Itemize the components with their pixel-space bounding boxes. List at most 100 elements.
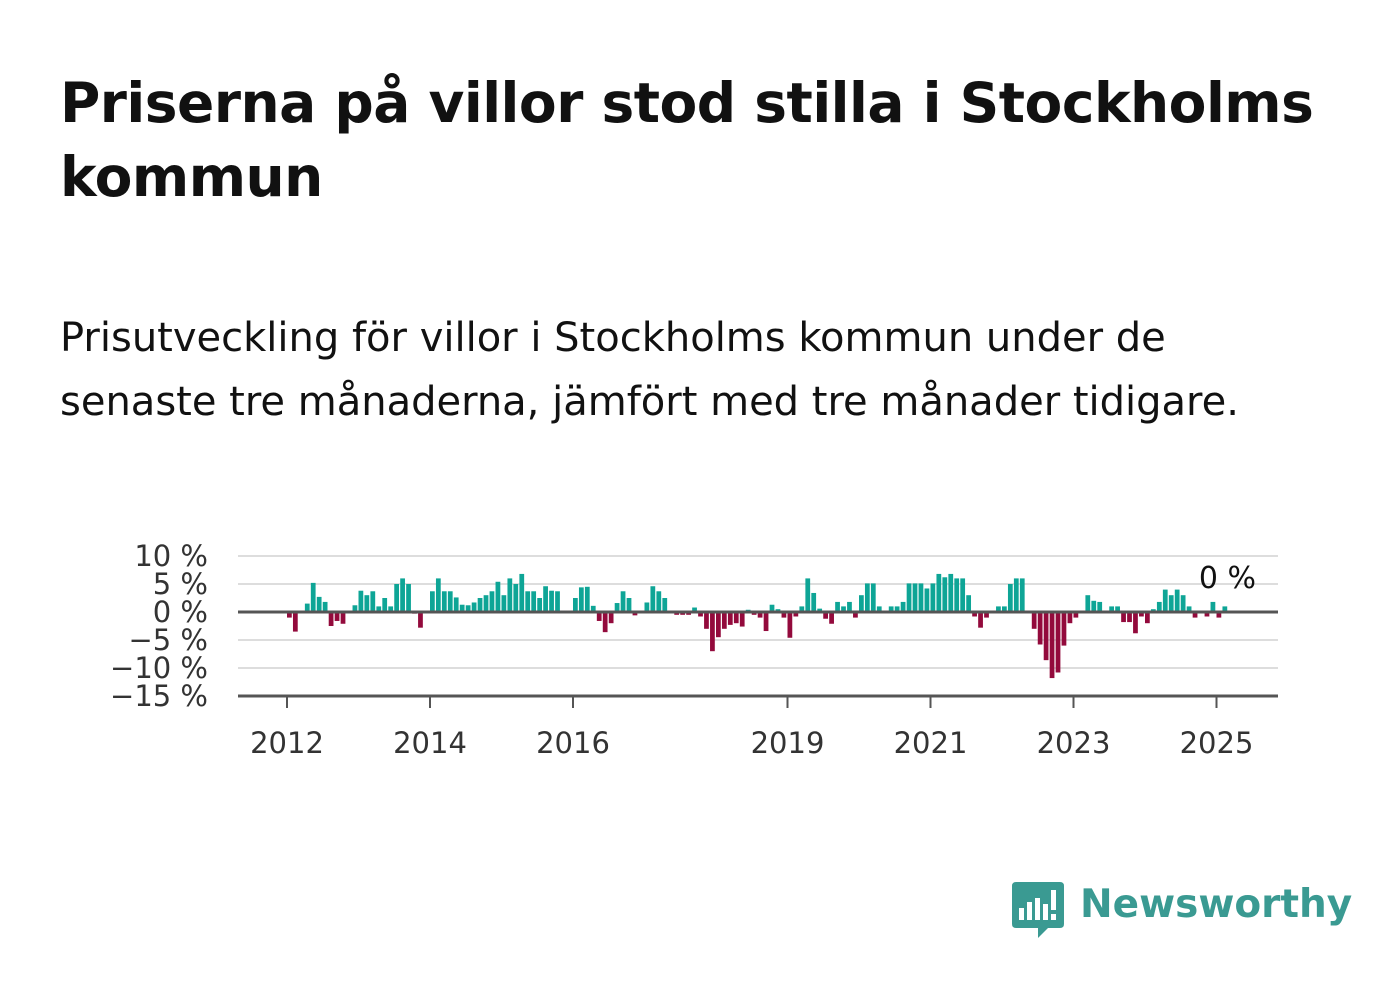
bar: [1156, 601, 1162, 612]
bar: [1091, 600, 1097, 612]
last-value-label: 0 %: [1199, 561, 1256, 596]
bar: [864, 583, 870, 612]
axes: [238, 610, 1278, 698]
bar: [519, 573, 525, 612]
y-tick-label: −10 %: [110, 651, 208, 685]
bar: [1121, 612, 1126, 623]
bar: [924, 588, 930, 612]
bar: [823, 612, 829, 619]
bar: [340, 612, 346, 624]
bar: [292, 612, 298, 632]
bar: [757, 612, 763, 618]
x-tick-label: 2016: [536, 726, 610, 760]
bar: [894, 606, 900, 612]
bar: [352, 605, 358, 612]
bar: [817, 608, 823, 612]
bar: [1174, 589, 1180, 612]
bar: [721, 612, 727, 629]
bar: [1204, 612, 1210, 617]
bar: [1139, 612, 1144, 617]
y-tick-label: −15 %: [110, 679, 208, 713]
x-tick-label: 2023: [1037, 726, 1111, 760]
bar: [322, 601, 328, 612]
bar: [596, 612, 602, 621]
bar: [710, 612, 715, 652]
bar: [1002, 606, 1007, 612]
bar: [1180, 595, 1186, 612]
bar: [787, 612, 793, 638]
bar: [716, 612, 721, 638]
bar: [453, 597, 459, 612]
bar: [334, 612, 340, 621]
bar: [459, 604, 465, 612]
bar: [698, 612, 703, 617]
bar: [847, 601, 852, 612]
y-axis-ticks: 10 %5 %0 %−5 %−10 %−15 %: [110, 539, 208, 713]
bar: [1007, 584, 1013, 612]
newsworthy-logo-icon: [1012, 882, 1064, 938]
bar: [465, 605, 471, 612]
bar: [513, 584, 519, 612]
bar: [1049, 612, 1055, 679]
bar: [1097, 601, 1103, 612]
bar: [626, 598, 632, 612]
chart-subtitle: Prisutveckling för villor i Stockholms k…: [60, 315, 1239, 425]
bar: [1013, 578, 1019, 612]
bar: [692, 607, 697, 612]
bar: [400, 578, 405, 612]
bar: [704, 612, 709, 629]
bar: [1168, 595, 1174, 612]
x-tick-label: 2025: [1180, 726, 1254, 760]
bar: [525, 591, 531, 612]
bar: [477, 598, 483, 612]
bar: [829, 612, 834, 624]
bar: [388, 606, 394, 612]
bar: [996, 606, 1001, 612]
bar: [447, 591, 453, 612]
bar: [1133, 612, 1138, 634]
bar: [441, 591, 447, 612]
bar: [954, 578, 960, 612]
bar: [656, 591, 662, 612]
bar: [501, 595, 507, 612]
bar: [1073, 612, 1079, 618]
bar: [287, 612, 292, 618]
y-tick-label: −5 %: [128, 623, 208, 657]
bar: [1127, 612, 1132, 623]
bar: [328, 612, 334, 626]
bar: [376, 606, 382, 612]
bar: [1186, 606, 1192, 612]
bar: [590, 605, 596, 612]
y-tick-label: 10 %: [134, 539, 208, 573]
bar: [739, 612, 745, 627]
bar: [537, 598, 543, 612]
bar: [358, 590, 364, 612]
bar: [942, 577, 948, 612]
bar: [495, 581, 501, 612]
bar: [948, 573, 954, 612]
bar: [531, 591, 537, 612]
bar: [382, 598, 388, 612]
bar: [1061, 612, 1067, 646]
bar: [1192, 612, 1198, 618]
bar: [1067, 612, 1073, 624]
bar: [853, 612, 858, 618]
bar: [364, 595, 370, 612]
bar: [876, 606, 882, 612]
bar: [793, 612, 799, 617]
bar: [799, 606, 805, 612]
bar: [727, 612, 733, 625]
bar-series: [287, 573, 1228, 679]
bar: [1216, 612, 1222, 618]
bar: [1210, 601, 1216, 612]
bar: [573, 598, 578, 612]
bar: [978, 612, 983, 628]
bar: [614, 603, 620, 612]
bar: [1115, 606, 1120, 612]
newsworthy-logo: Newsworthy: [1010, 880, 1352, 942]
bar: [930, 583, 936, 612]
bar-chart: 10 %5 %0 %−5 %−10 %−15 % 2012 2014 2016 201…: [110, 539, 1278, 760]
y-tick-label: 5 %: [153, 567, 208, 601]
bar: [650, 586, 656, 612]
bar: [430, 591, 435, 612]
